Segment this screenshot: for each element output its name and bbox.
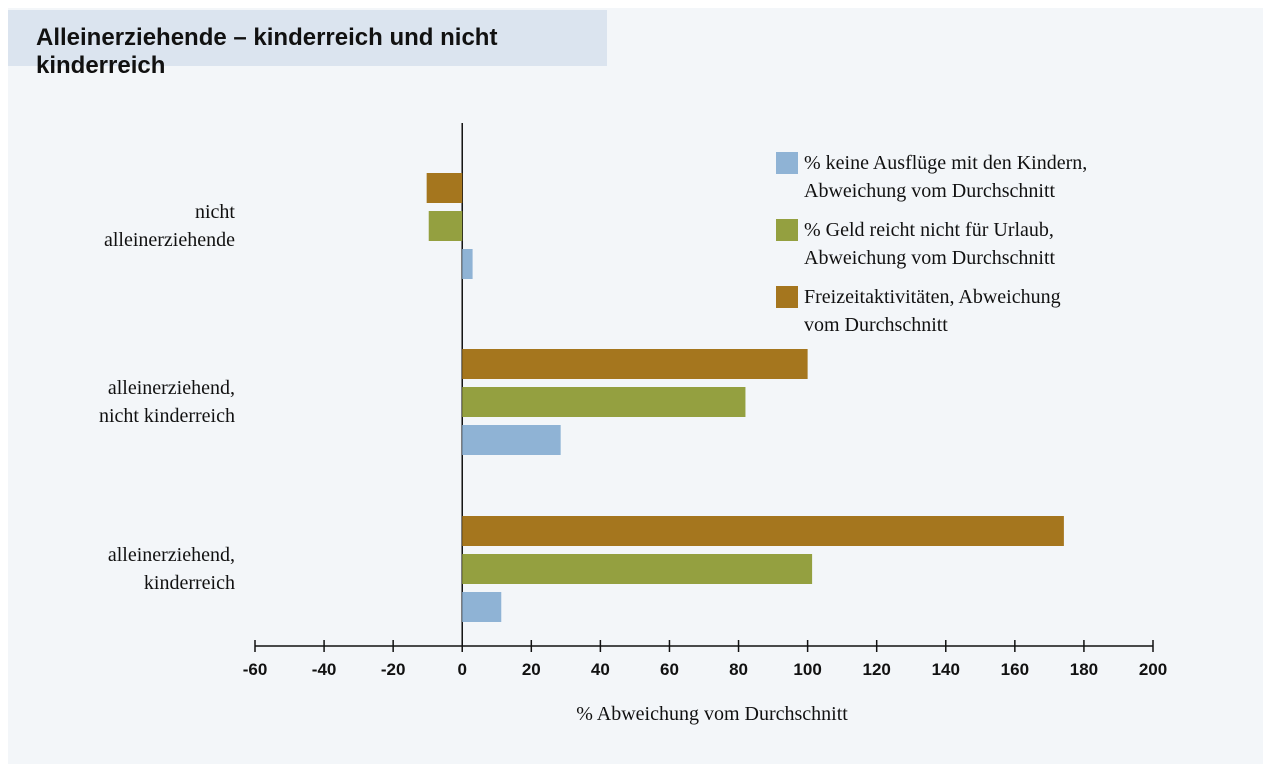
bar [462,425,561,455]
bar [462,387,746,417]
x-tick-label: 100 [793,660,821,679]
x-tick-label: 20 [522,660,541,679]
legend-label: % Geld reicht nicht für Urlaub, Abweichu… [804,219,1056,269]
bar [462,516,1064,546]
x-axis-label: % Abweichung vom Durchschnitt [576,703,848,725]
x-tick-label: 40 [591,660,610,679]
x-tick-label: 200 [1139,660,1167,679]
x-tick-label: -20 [381,660,406,679]
bar [426,173,463,203]
x-tick-label: 120 [863,660,891,679]
bar [462,249,473,279]
chart-title: Alleinerziehende – kinderreich und nicht… [8,10,607,79]
bar [462,349,808,379]
x-tick-label: -40 [312,660,337,679]
y-tick-label: alleinerziehend, nicht kinderreich [98,377,235,427]
legend-swatch [776,219,798,241]
bar [428,211,463,241]
x-tick-label: 160 [1001,660,1029,679]
x-tick-label: -60 [243,660,268,679]
x-tick-label: 180 [1070,660,1098,679]
chart-background [8,8,1263,764]
x-tick-label: 80 [729,660,748,679]
bar [462,554,813,584]
y-tick-label: alleinerziehend, kinderreich [107,544,235,594]
legend-label: Freizeitaktivitäten, Abweichung vom Durc… [804,286,1061,336]
legend-swatch [776,286,798,308]
legend-swatch [776,152,798,174]
legend-label: % keine Ausflüge mit den Kindern, Abweic… [804,152,1088,202]
y-tick-label: nicht alleinerziehende [103,201,235,251]
bar [462,592,502,622]
x-tick-label: 60 [660,660,679,679]
x-tick-label: 0 [457,660,466,679]
x-tick-label: 140 [932,660,960,679]
